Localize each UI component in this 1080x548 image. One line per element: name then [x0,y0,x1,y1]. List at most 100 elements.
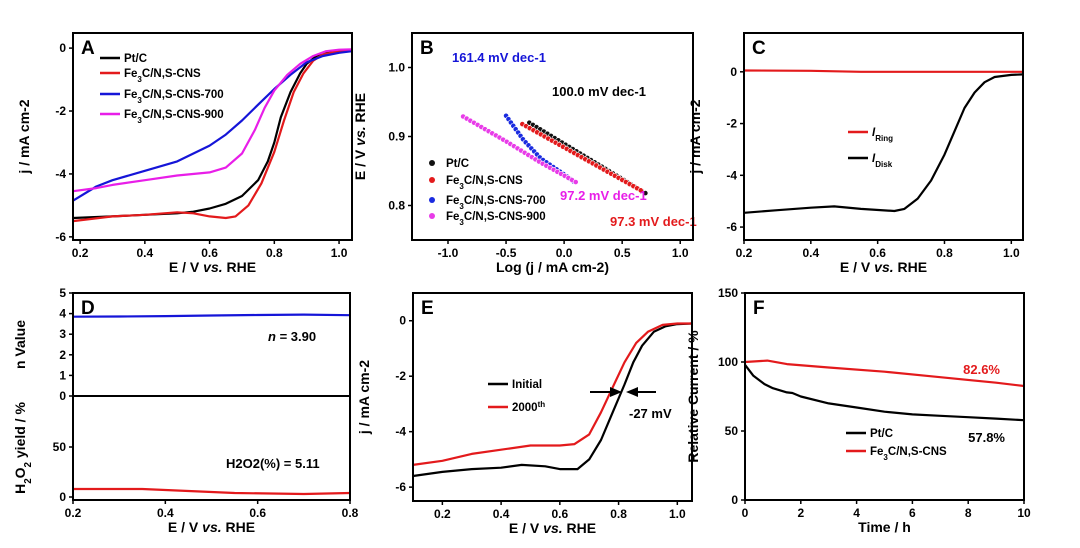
annotation: -27 mV [629,406,672,421]
y-tick-label: 0 [399,314,406,328]
series-line-1 [743,73,1024,214]
y-tick-label: 0 [730,65,737,79]
y-tick-label: 2 [59,348,66,362]
slope-annotation: 100.0 mV dec-1 [552,84,646,99]
y-tick-label: 4 [59,307,66,321]
series-line-0 [73,487,351,496]
series-line-2 [72,50,353,202]
legend-label: IDisk [872,153,893,169]
panel-letter: C [752,38,766,59]
plot-frame [72,32,353,241]
x-tick-label: 10 [1017,506,1031,520]
x-tick-label: 0.0 [556,246,573,260]
legend-label: Pt/C [124,53,147,65]
y-axis-title: E / V vs. RHE [352,93,368,180]
n-value-annotation: n = 3.90 [268,329,316,344]
legend-label: Fe3C/N,S-CNS [446,175,523,191]
legend-marker [429,213,435,219]
data-point [572,179,579,185]
x-tick-label: 0.2 [65,506,82,520]
x-tick-label: -1.0 [438,246,459,260]
legend-label: Fe3C/N,S-CNS-900 [446,211,546,227]
series-line-0 [412,322,693,478]
legend: Pt/CFe3C/N,S-CNSFe3C/N,S-CNS-700Fe3C/N,S… [429,158,546,227]
plot-frame [743,32,1024,241]
h2o2-annotation: H2O2(%) = 5.11 [226,456,320,471]
x-axis-title: E / V vs. RHE [168,519,255,535]
y-tick-label: -2 [726,117,737,131]
slope-annotation: 97.2 mV dec-1 [560,188,647,203]
y-tick-label: 0 [731,493,738,507]
y-tick-label: -4 [55,167,66,181]
series-3 [460,113,579,185]
x-tick-label: 1.0 [672,246,689,260]
legend-label: Fe3C/N,S-CNS [124,68,201,84]
y-tick-label: 5 [59,286,66,300]
legend-label: 2000th [512,400,545,415]
x-tick-label: 0 [742,506,749,520]
x-tick-label: 0.8 [266,246,283,260]
y-tick-label: 100 [718,355,738,369]
legend-label: Fe3C/N,S-CNS-900 [124,109,224,125]
series-line-1 [744,359,1025,388]
arrow-right-icon [610,387,622,397]
y-axis-title: j / mA cm-2 [356,360,372,435]
x-tick-label: 0.2 [736,246,753,260]
panel-letter: D [81,298,95,319]
y-tick-label: -2 [55,104,66,118]
y-tick-label: -4 [726,168,737,182]
x-axis-title: E / V vs. RHE [169,259,256,275]
x-tick-label: 0.2 [434,507,451,521]
x-tick-label: 0.4 [137,246,154,260]
plot-frame [72,292,351,501]
x-tick-label: 1.0 [1003,246,1020,260]
y-tick-label: 0 [59,389,66,403]
x-tick-label: 4 [853,506,860,520]
x-tick-label: 0.6 [869,246,886,260]
series-line-0 [72,313,351,318]
x-axis-title: Log (j / mA cm-2) [496,259,609,275]
y-axis-title: j / mA cm-2 [687,99,703,174]
series-line-3 [72,48,353,193]
legend-marker [429,177,435,183]
y-axis-title: j / mA cm-2 [16,99,32,174]
y-axis-title: n Value [12,320,28,369]
y-tick-label: -6 [55,230,66,244]
y-tick-label: 0 [59,41,66,55]
x-tick-label: 0.4 [802,246,819,260]
x-tick-label: 0.6 [201,246,218,260]
y-tick-label: -6 [395,480,406,494]
panel-B: -1.0 -0.5 0.0 0.5 1.0 Log (j / mA cm-2) 0.8 0.9… [352,32,697,275]
series-line-0 [744,364,1025,422]
x-axis-title: E / V vs. RHE [840,259,927,275]
panel-letter: B [420,38,434,59]
legend: Initial 2000th [488,379,545,414]
x-tick-label: 0.4 [493,507,510,521]
legend: Pt/C Fe3C/N,S-CNS Fe3C/N,S-CNS-700 Fe3C/N,S… [100,53,224,125]
y-tick-label: -6 [726,220,737,234]
x-tick-label: 1.0 [669,507,686,521]
y-tick-label: -2 [395,369,406,383]
x-tick-label: 0.6 [551,507,568,521]
panel-C: 0.2 0.4 0.6 0.8 1.0 E / V vs. RHE -6 -4 -2 0 j / m… [687,32,1024,275]
x-tick-label: 0.5 [614,246,631,260]
legend-label: Initial [512,379,542,391]
x-tick-label: 0.6 [249,506,266,520]
x-tick-label: 0.4 [157,506,174,520]
legend-label: Fe3C/N,S-CNS-700 [124,89,224,105]
plot-frame [411,32,694,241]
x-axis-title: Time / h [858,519,911,535]
x-tick-label: -0.5 [496,246,517,260]
x-tick-label: 6 [909,506,916,520]
legend-label: Pt/C [870,428,893,440]
x-tick-label: 0.8 [342,506,359,520]
plot-frame [412,292,693,502]
legend-label: Fe3C/N,S-CNS-700 [446,195,546,211]
series-line-1 [72,49,353,223]
y-axis-title: H2O2 yield / % [12,402,34,494]
legend-label: IRing [872,127,893,143]
legend-label: Fe3C/N,S-CNS [870,446,947,462]
legend-marker [429,160,435,166]
panel-letter: F [753,298,765,319]
